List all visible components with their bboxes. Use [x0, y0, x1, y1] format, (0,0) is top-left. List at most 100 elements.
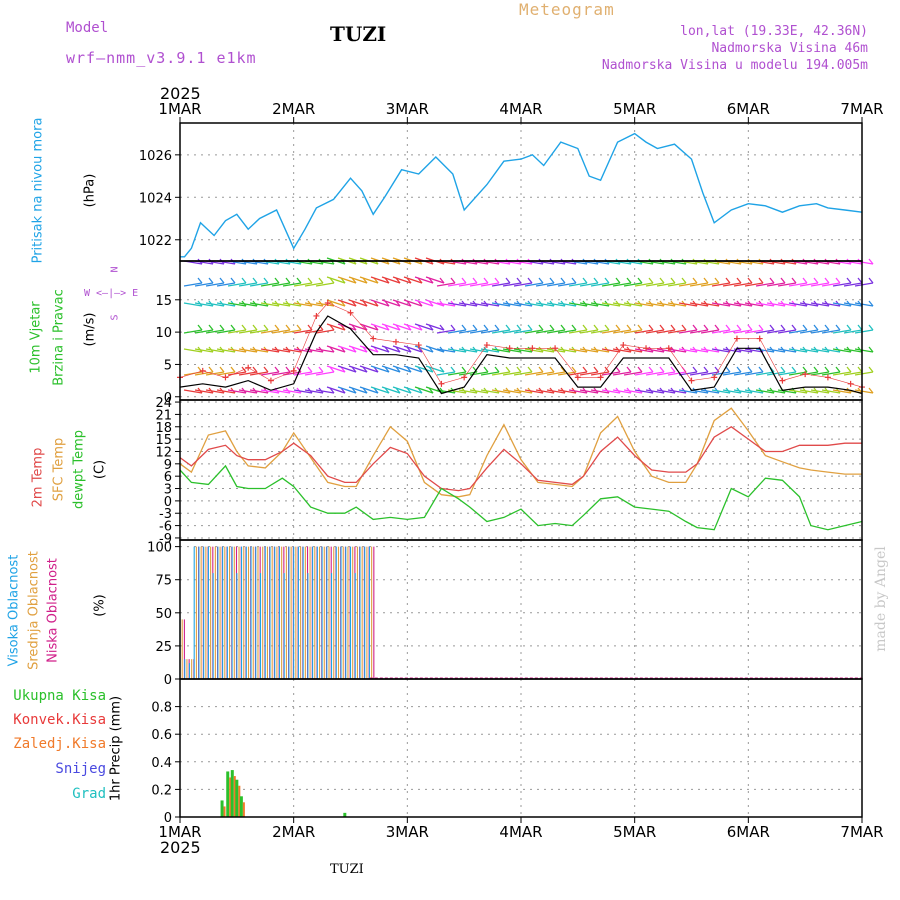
wind-barb: [304, 302, 324, 307]
wind-barb: [711, 389, 731, 394]
wind-barb: [868, 258, 874, 265]
wind-barb: [755, 282, 775, 287]
x-tick-label-bottom: 6MAR: [727, 823, 770, 841]
wind-barb: [824, 366, 830, 373]
wind-barb: [469, 348, 489, 353]
wind-barb: [832, 282, 852, 287]
wind-barb: [285, 277, 291, 284]
wind-barb: [744, 329, 764, 334]
wind-barb: [832, 302, 852, 307]
wind-barb: [326, 365, 346, 373]
wind-barb: [216, 282, 236, 287]
pressure-line: [180, 132, 863, 258]
wind-barb: [788, 302, 808, 307]
wind-barb: [370, 299, 390, 307]
wind-barb: [824, 324, 830, 331]
x-tick-label-top: 7MAR: [840, 100, 883, 118]
wind-barb: [711, 348, 731, 353]
wind-barb: [802, 366, 808, 373]
wind-barb: [791, 277, 797, 284]
wind-barb: [439, 366, 445, 373]
wind-barb: [414, 299, 434, 307]
wind-barb: [711, 329, 731, 334]
precip-bar: [220, 800, 224, 817]
wind-barb: [835, 366, 841, 373]
wind-barb: [667, 348, 687, 353]
wind-barb: [788, 348, 808, 353]
wind-barb: [733, 371, 753, 376]
wind-barb: [296, 277, 302, 284]
wind-barb: [670, 277, 676, 284]
wind-barb: [612, 282, 632, 287]
y-tick-label: -9: [159, 532, 172, 547]
wind-barb: [645, 348, 665, 353]
wind-barb: [799, 389, 819, 394]
wind-barb: [461, 277, 467, 284]
wind-barb: [285, 324, 291, 331]
y-tick-label: 0.4: [151, 756, 172, 771]
wind-barb: [755, 371, 775, 376]
wind-barb: [601, 282, 621, 287]
wind-barb: [219, 324, 225, 331]
wind-barb: [722, 282, 742, 287]
wind-barb: [601, 329, 621, 334]
wind-barb: [766, 282, 786, 287]
wind-barb: [634, 371, 654, 376]
wind-barb: [425, 276, 445, 284]
wind-barb: [546, 329, 566, 334]
wind-barb: [472, 366, 478, 373]
wind-barb: [810, 389, 830, 394]
wind-barb: [469, 282, 489, 287]
wind-barb: [604, 366, 610, 373]
wind-barb: [480, 329, 500, 334]
wind-barb: [183, 302, 203, 307]
y-tick-label: 21: [155, 408, 172, 423]
wind-barb: [304, 389, 324, 394]
wind-barb: [304, 329, 324, 334]
wind-barb: [513, 348, 533, 353]
wind-barb: [579, 282, 599, 287]
wind-barb: [637, 366, 643, 373]
panel-frame: [179, 678, 863, 818]
wind-gust-line: [179, 302, 863, 388]
wind-barb: [219, 366, 225, 373]
wind-barb: [458, 348, 478, 353]
wind-barb: [315, 329, 335, 334]
wind-barb: [854, 348, 874, 353]
wind-barb: [293, 302, 313, 307]
wind-barb: [469, 389, 489, 394]
wind-barb: [230, 366, 236, 373]
wind-barb: [502, 389, 522, 394]
wind-barb: [227, 371, 247, 376]
wind-barb: [656, 329, 676, 334]
wind-barb: [208, 277, 214, 284]
wind-barb: [733, 389, 753, 394]
wind-barb: [216, 348, 236, 353]
y-tick-label: 0: [164, 811, 172, 826]
wind-barb: [326, 345, 346, 353]
wind-barb: [359, 386, 379, 394]
precip-bar-frozen: [223, 806, 226, 817]
wind-barb: [557, 302, 577, 307]
wind-barb: [516, 277, 522, 284]
y-tick-label: 18: [155, 421, 172, 436]
wind-barb: [700, 302, 720, 307]
wind-barb: [689, 329, 709, 334]
wind-barb: [645, 371, 665, 376]
wind-barb: [678, 302, 698, 307]
wind-barb: [293, 389, 313, 394]
wind-barb: [472, 324, 478, 331]
wind-barb: [238, 302, 258, 307]
wind-barb: [271, 282, 291, 287]
wind-barb: [810, 282, 830, 287]
wind-barb: [835, 324, 841, 331]
wind-barb: [582, 366, 588, 373]
wind-barb: [524, 348, 544, 353]
wind-barb: [612, 329, 632, 334]
x-tick-label-bottom: 4MAR: [499, 823, 542, 841]
wind-barb: [634, 389, 654, 394]
wind-barb: [348, 299, 368, 307]
wind-barb: [370, 276, 390, 284]
wind-barb: [722, 371, 742, 376]
wind-barb: [593, 366, 599, 373]
